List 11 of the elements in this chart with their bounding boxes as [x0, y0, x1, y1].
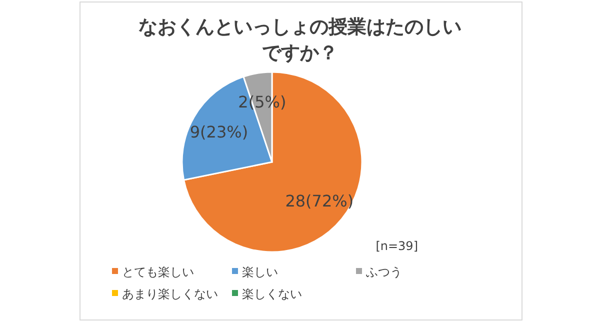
legend-label: あまり楽しくない — [122, 287, 218, 301]
text: [n=39] — [376, 239, 418, 253]
legend-label: 楽しくない — [242, 287, 302, 301]
data-label: 2(5%) — [238, 92, 286, 112]
pie-slice — [183, 71, 363, 253]
data-label: 28(72%) — [285, 192, 354, 211]
data-label: 9(23%) — [190, 122, 248, 142]
chart-title: なおくんといっしょの授業はたのしいですか？ — [138, 16, 462, 64]
legend-label: ふつう — [365, 265, 402, 279]
legend-label: 楽しい — [242, 265, 278, 279]
legend-label: とても楽しい — [122, 265, 194, 279]
